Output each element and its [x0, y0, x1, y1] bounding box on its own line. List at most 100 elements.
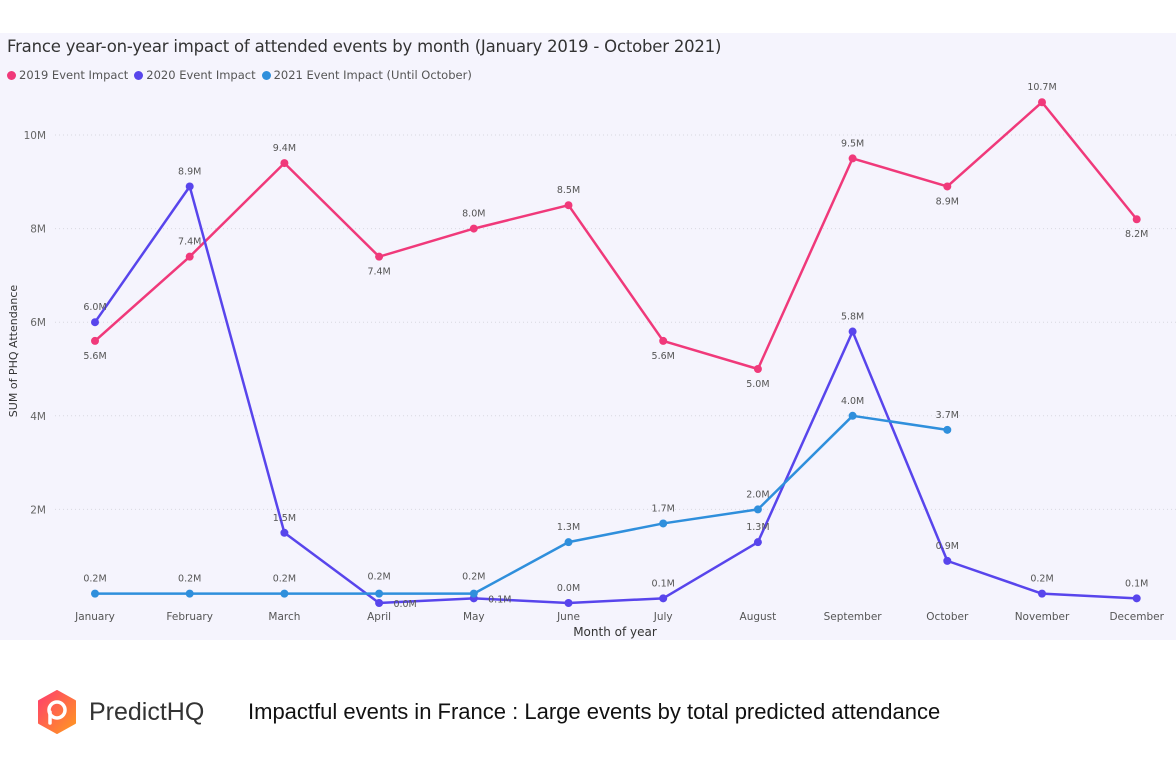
y-axis-title: SUM of PHQ Attendance	[7, 285, 20, 418]
data-point	[185, 589, 194, 598]
data-label: 8.9M	[178, 166, 201, 177]
data-point	[375, 252, 384, 261]
data-label: 8.0M	[462, 209, 485, 220]
data-label: 7.4M	[367, 267, 390, 278]
data-point	[564, 538, 573, 547]
x-tick-label: January	[74, 611, 115, 623]
data-label: 3.7M	[936, 410, 959, 421]
series-line-0	[94, 100, 1138, 371]
data-label: 5.0M	[746, 379, 769, 390]
data-point	[753, 505, 762, 514]
y-tick-label: 4M	[30, 411, 46, 423]
data-point	[375, 599, 384, 607]
data-point	[848, 154, 857, 163]
line-chart: 2M 4M 6M 8M 10M January February March April May J…	[7, 82, 1176, 639]
data-point	[1132, 215, 1141, 224]
data-label: 0.2M	[178, 574, 201, 585]
data-label: 0.1M	[652, 578, 675, 589]
data-point	[753, 365, 762, 373]
data-point	[280, 528, 289, 537]
data-label: 2.0M	[746, 489, 769, 500]
data-label: 10.7M	[1027, 82, 1056, 93]
data-label: 0.9M	[936, 541, 959, 552]
data-label: 5.8M	[841, 312, 864, 323]
brand-name: PredictHQ	[89, 697, 205, 726]
data-point	[91, 336, 99, 345]
data-label: 9.4M	[273, 143, 296, 154]
data-point	[375, 589, 384, 598]
data-point	[1132, 594, 1141, 603]
x-tick-label: May	[463, 611, 485, 623]
data-point	[91, 589, 99, 598]
legend-marker	[134, 70, 144, 80]
data-label: 5.6M	[652, 351, 675, 362]
legend-label: 2020 Event Impact	[146, 68, 256, 82]
y-tick-label: 10M	[24, 130, 46, 142]
legend-item-2019[interactable]: 2019 Event Impact	[7, 68, 128, 82]
data-label: 0.1M	[1125, 578, 1148, 589]
legend-item-2021[interactable]: 2021 Event Impact (Until October)	[261, 68, 472, 82]
x-tick-label: July	[653, 611, 673, 623]
data-label: 5.6M	[83, 351, 106, 362]
legend-label: 2021 Event Impact (Until October)	[273, 68, 472, 82]
caption: Impactful events in France : Large event…	[248, 699, 941, 724]
legend-marker	[7, 70, 16, 80]
data-point	[469, 224, 478, 233]
x-tick-label: December	[1109, 611, 1164, 623]
data-point	[753, 538, 762, 547]
data-point	[564, 599, 573, 607]
data-label: 0.0M	[393, 599, 416, 610]
data-point	[1038, 589, 1046, 598]
data-point	[848, 411, 857, 420]
data-label: 7.4M	[178, 237, 201, 248]
data-point	[280, 159, 289, 168]
x-tick-label: November	[1015, 611, 1070, 623]
x-tick-label: April	[367, 611, 391, 623]
data-label: 8.9M	[936, 196, 959, 207]
data-point	[91, 318, 99, 327]
x-axis-title: Month of year	[573, 625, 657, 639]
data-label: 4.0M	[841, 396, 864, 407]
data-point	[659, 336, 668, 345]
data-point	[185, 252, 194, 261]
data-point	[659, 519, 668, 528]
data-point	[280, 589, 289, 598]
data-label: 0.1M	[488, 594, 511, 605]
y-tick-label: 2M	[30, 504, 46, 516]
data-point	[1038, 98, 1046, 107]
x-tick-label: September	[824, 611, 883, 623]
data-point	[943, 556, 952, 565]
data-label: 0.2M	[367, 572, 390, 583]
data-label: 0.2M	[273, 574, 296, 585]
data-label: 0.2M	[1030, 574, 1053, 585]
data-point	[848, 327, 857, 336]
chart-title: France year-on-year impact of attended e…	[7, 37, 722, 56]
data-label: 0.2M	[83, 574, 106, 585]
predicthq-logo: PredictHQ	[37, 690, 204, 734]
x-tick-label: February	[166, 611, 213, 623]
data-label: 1.7M	[652, 503, 675, 514]
data-point	[185, 182, 194, 191]
data-label: 0.2M	[462, 572, 485, 583]
logo-icon	[38, 690, 76, 734]
data-label: 8.5M	[557, 185, 580, 196]
data-label: 9.5M	[841, 138, 864, 149]
data-point	[469, 589, 478, 598]
data-label: 6.0M	[83, 302, 106, 313]
series-line-2	[95, 414, 948, 595]
x-tick-label: October	[926, 611, 969, 623]
data-label: 8.2M	[1125, 229, 1148, 240]
data-point	[943, 425, 952, 434]
x-tick-label: August	[740, 611, 777, 623]
data-point	[564, 201, 573, 210]
legend-item-2020[interactable]: 2020 Event Impact	[134, 68, 256, 82]
series-line-1	[93, 185, 1137, 605]
data-label: 1.3M	[746, 522, 769, 533]
x-tick-label: March	[268, 611, 300, 623]
legend-label: 2019 Event Impact	[19, 68, 129, 82]
x-tick-label: June	[556, 611, 580, 623]
data-label: 1.5M	[273, 513, 296, 524]
data-label: 0.0M	[557, 583, 580, 594]
data-point	[659, 594, 668, 603]
legend-marker	[261, 70, 271, 80]
